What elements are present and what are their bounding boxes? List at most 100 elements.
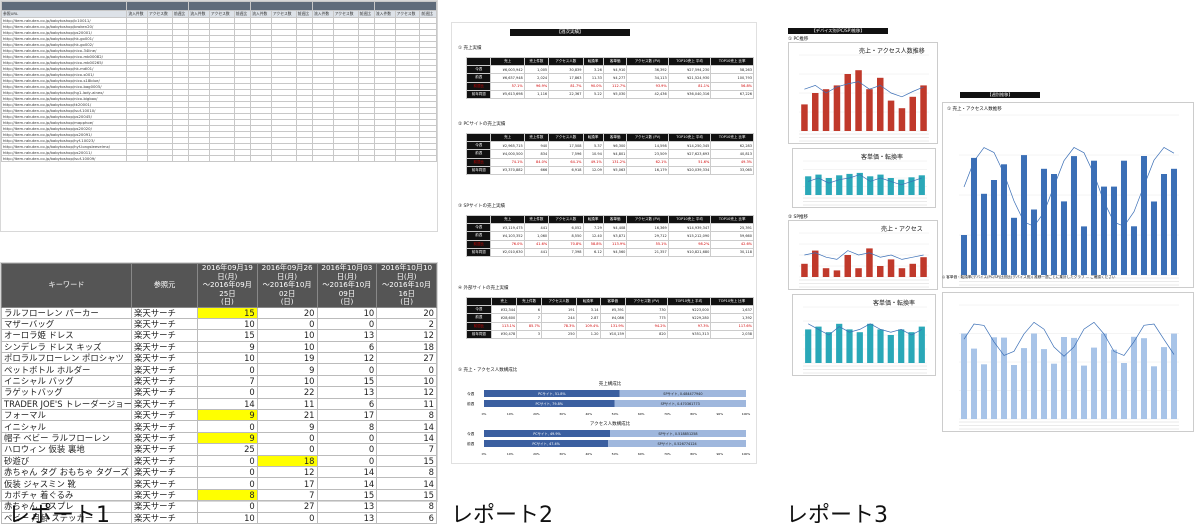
- keyword-cell: 赤ちゃん タグ おもちゃ タグーズ: [1, 465, 132, 479]
- sp-unitprice-chart-svg: [803, 306, 927, 374]
- source-cell: 楽天サーチ: [131, 454, 198, 467]
- report1-url-table-panel: 参照URL 流入件数 アクセス数 前週比 流入件数 アクセス数 前週比 流入件数 アクセス数 前週…: [0, 0, 438, 232]
- axis-tick: 60%: [638, 412, 645, 416]
- kpi-value: 81.7%: [548, 81, 584, 91]
- kpi-value: ¥30,478: [490, 329, 518, 339]
- bar: [1061, 201, 1067, 275]
- kpi-header-row: 売上 売上件数 アクセス人数 転換率 客単価 アクセス数 (PV) TOP10売上 平均 TO…: [465, 132, 754, 143]
- url-cell[interactable]: http://item.rakuten.co.jp/babytoshop/lsu…: [0, 155, 128, 162]
- kpi-value: 74.1%: [490, 157, 525, 167]
- url-cell[interactable]: http://item.rakuten.co.jp/babytoshop/hyf…: [0, 143, 128, 150]
- kpi-value: 40,813: [710, 149, 754, 159]
- axis-tick: 30%: [559, 452, 566, 456]
- kpi-value: 49.3%: [710, 157, 754, 167]
- count-cell: 14: [376, 420, 437, 433]
- bar: [1101, 186, 1107, 275]
- bar: [1081, 226, 1087, 275]
- count-cell: 11: [376, 397, 437, 411]
- kpi-header: TOP10売上 平均: [667, 214, 712, 225]
- axis-tick: 50%: [612, 412, 619, 416]
- kpi-header: アクセス人数: [548, 132, 584, 143]
- kpi-value: 109.4%: [575, 321, 601, 331]
- bar: [1061, 337, 1067, 419]
- kpi-value: 57.1%: [490, 81, 525, 91]
- kpi-header: TOP10売上 比率: [710, 214, 754, 225]
- count-cell: 14: [197, 397, 258, 411]
- kpi-row: 前年同週 ¥30,478 3 250 1.20 ¥10,159 820 ¥351,313 2,0…: [466, 329, 755, 339]
- count-cell: 25: [197, 443, 258, 456]
- count-cell: 9: [197, 431, 258, 445]
- count-cell: 12: [376, 386, 437, 399]
- keyword-cell: ハロウィン 仮装 裏地: [1, 443, 132, 456]
- count-cell: 13: [316, 386, 378, 399]
- kpi-row: 前週 ¥28,600 7 244 2.87 ¥4,086 775 ¥229,280 1,392: [466, 313, 755, 323]
- count-cell: 15: [376, 488, 437, 502]
- count-cell: 0: [197, 454, 258, 467]
- count-cell: 10: [256, 374, 318, 388]
- url-header: 参照URL: [0, 10, 128, 18]
- weekly-unitprice-chart: [942, 292, 1194, 432]
- axis-tick: 100%: [742, 412, 751, 416]
- chart-title: ① 売上・アクセス人数推移: [947, 107, 1002, 112]
- count-cell: 12: [256, 465, 318, 479]
- kpi-value: 113.9%: [602, 239, 628, 249]
- table-row: http://item.rakuten.co.jp/babytoshop/hg1…: [0, 89, 437, 96]
- kpi-row: 前年同週 ¥2,010,630 441 7,398 6.12 ¥4,560 21,357 ¥1…: [465, 247, 754, 257]
- count-cell: 8: [197, 488, 258, 502]
- bar: [1021, 155, 1027, 275]
- bar: [918, 175, 925, 195]
- bar: [898, 108, 906, 131]
- bar: [1161, 347, 1167, 419]
- row-label: 今週: [465, 65, 492, 75]
- chart-title: 売上・アクセス人数推移: [859, 48, 925, 55]
- kpi-value: 7,398: [548, 247, 584, 257]
- kpi-value: ¥28,600: [490, 313, 518, 323]
- kpi-value: 84.0%: [523, 157, 550, 167]
- table-row: http://item.rakuten.co.jp/babytoshop/ps2…: [0, 149, 437, 156]
- kpi-header: アクセス数 (PV): [626, 214, 669, 225]
- metric-cell: [295, 155, 314, 162]
- kpi-value: ¥2,010,630: [490, 247, 525, 257]
- kpi-header-row: 売上 売上件数 アクセス人数 転換率 客単価 アクセス数 (PV) TOP10売上 平均 TO…: [466, 296, 755, 307]
- kpi-value: 58.8%: [582, 239, 604, 249]
- weekly-unitprice-chart-svg: [959, 304, 1179, 430]
- bar: [815, 326, 822, 363]
- kpi-value: 1,392: [709, 313, 755, 323]
- table-row: ポロラルフローレン ポロシャツ 楽天サーチ 10 19 12 27: [1, 352, 437, 365]
- kpi-value: ¥4,000,500: [490, 149, 525, 159]
- bar: [833, 270, 841, 277]
- kpi-value: 3.14: [575, 305, 601, 315]
- row-label: 前週: [465, 73, 492, 83]
- bar: [1111, 349, 1117, 419]
- count-cell: 10: [376, 374, 437, 388]
- section-title: ② PCサイトの売上実績: [458, 122, 506, 127]
- axis-tick: 10%: [507, 452, 514, 456]
- count-cell: 0: [256, 443, 318, 456]
- row-label: 前週: [465, 231, 492, 241]
- bar: [1031, 333, 1037, 419]
- source-cell: 楽天サーチ: [131, 511, 198, 524]
- kpi-header: [465, 56, 492, 67]
- metric-cell: [147, 155, 173, 162]
- bar: [908, 332, 915, 363]
- count-cell: 14: [376, 431, 437, 445]
- source-cell: 楽天サーチ: [131, 420, 198, 433]
- kpi-value: 666: [523, 165, 550, 175]
- kpi-value: 76.0%: [490, 239, 525, 249]
- trend-line: [808, 174, 922, 186]
- kpi-value: 62,283: [710, 141, 754, 151]
- bar: [918, 326, 925, 363]
- table-row: ベビー 月齢 ステッカー 楽天サーチ 10 0 13 6: [1, 511, 437, 524]
- kpi-header: TOP10売上 平均: [667, 132, 712, 143]
- bar: [866, 89, 873, 131]
- kpi-value: ¥20,039,334: [667, 165, 712, 175]
- kpi-value: 6,918: [548, 165, 584, 175]
- kpi-value: 29,712: [626, 231, 669, 241]
- kpi-value: 7: [516, 313, 542, 323]
- kpi-value: 85.7%: [516, 321, 542, 331]
- count-cell: 12: [316, 352, 378, 365]
- table-row: ハロウィン 仮装 裏地 楽天サーチ 25 0 0 7: [1, 443, 437, 456]
- kpi-value: 250: [541, 329, 577, 339]
- count-cell: 13: [316, 329, 378, 342]
- bar: [1151, 201, 1157, 275]
